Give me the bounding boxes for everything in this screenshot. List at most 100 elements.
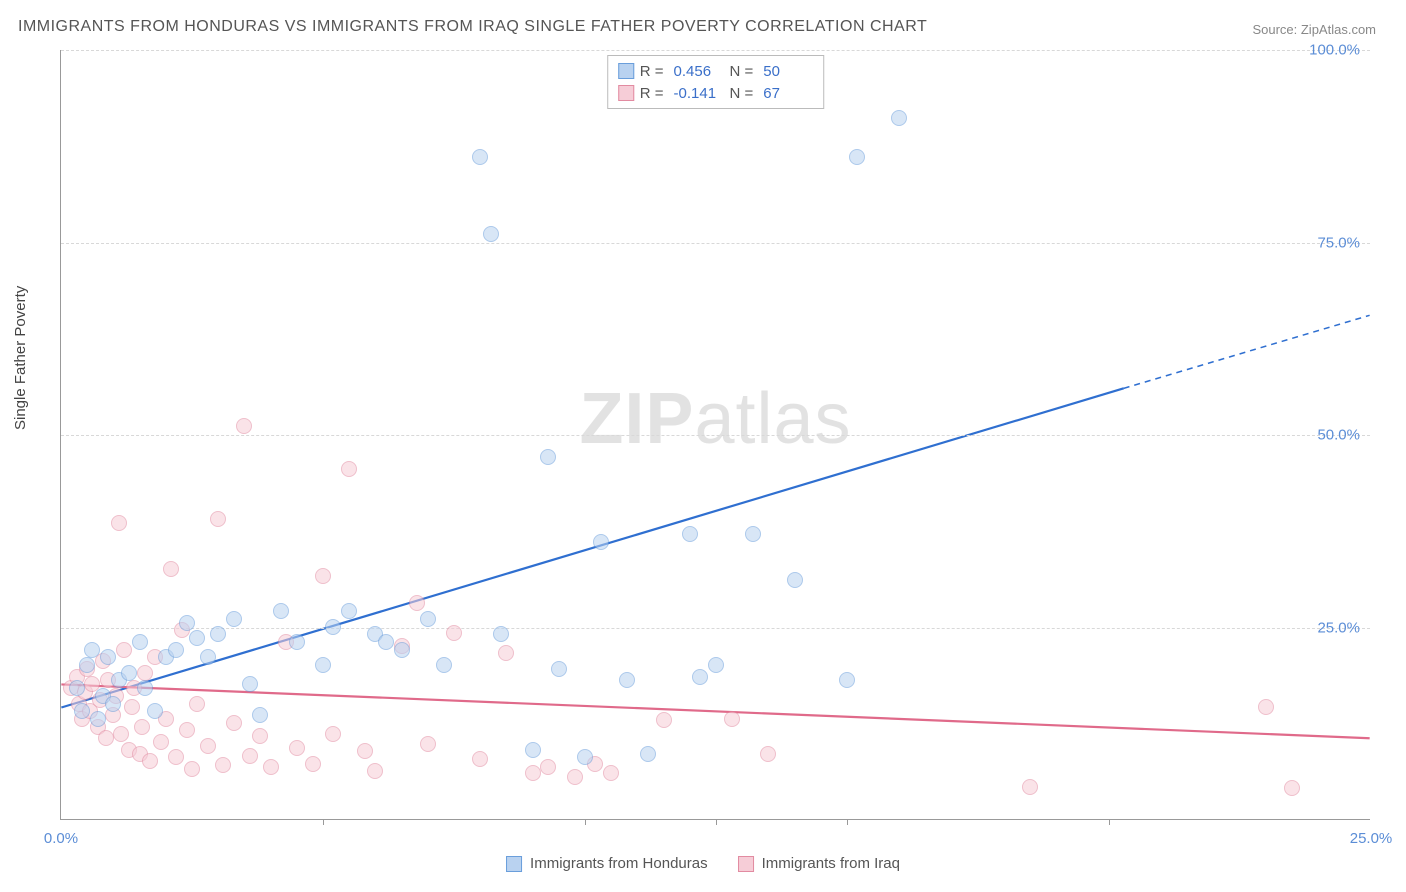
x-tick-mark xyxy=(847,819,848,825)
scatter-point xyxy=(1258,699,1274,715)
scatter-point xyxy=(69,680,85,696)
scatter-point xyxy=(236,418,252,434)
scatter-point xyxy=(640,746,656,762)
x-tick-mark xyxy=(585,819,586,825)
scatter-point xyxy=(305,756,321,772)
scatter-point xyxy=(525,765,541,781)
scatter-point xyxy=(252,707,268,723)
scatter-point xyxy=(168,642,184,658)
scatter-point xyxy=(153,734,169,750)
scatter-point xyxy=(105,696,121,712)
scatter-point xyxy=(341,603,357,619)
legend-swatch xyxy=(738,856,754,872)
scatter-point xyxy=(273,603,289,619)
scatter-point xyxy=(325,619,341,635)
scatter-point xyxy=(1284,780,1300,796)
scatter-point xyxy=(189,630,205,646)
x-tick-label: 0.0% xyxy=(44,830,78,847)
scatter-point xyxy=(567,769,583,785)
scatter-point xyxy=(682,526,698,542)
scatter-point xyxy=(200,738,216,754)
legend-swatch xyxy=(618,63,634,79)
scatter-point xyxy=(394,642,410,658)
scatter-point xyxy=(472,149,488,165)
legend-n-label: N = xyxy=(730,85,754,102)
scatter-point xyxy=(113,726,129,742)
scatter-point xyxy=(252,728,268,744)
legend-series-label: Immigrants from Honduras xyxy=(530,855,708,872)
legend-bottom-item: Immigrants from Honduras xyxy=(506,855,708,872)
scatter-point xyxy=(90,711,106,727)
scatter-point xyxy=(498,645,514,661)
scatter-point xyxy=(378,634,394,650)
scatter-point xyxy=(472,751,488,767)
gridline-h xyxy=(61,435,1370,436)
scatter-point xyxy=(263,759,279,775)
scatter-point xyxy=(147,703,163,719)
scatter-point xyxy=(603,765,619,781)
x-tick-mark xyxy=(716,819,717,825)
y-tick-label: 50.0% xyxy=(1317,427,1360,444)
scatter-point xyxy=(315,657,331,673)
scatter-point xyxy=(787,572,803,588)
legend-n-label: N = xyxy=(730,63,754,80)
scatter-point xyxy=(436,657,452,673)
y-tick-label: 75.0% xyxy=(1317,234,1360,251)
scatter-point xyxy=(593,534,609,550)
scatter-point xyxy=(132,634,148,650)
scatter-point xyxy=(551,661,567,677)
scatter-point xyxy=(493,626,509,642)
scatter-point xyxy=(137,665,153,681)
scatter-point xyxy=(289,740,305,756)
legend-swatch xyxy=(506,856,522,872)
scatter-point xyxy=(289,634,305,650)
scatter-point xyxy=(409,595,425,611)
scatter-point xyxy=(446,625,462,641)
x-tick-mark xyxy=(1109,819,1110,825)
scatter-point xyxy=(98,730,114,746)
scatter-point xyxy=(184,761,200,777)
scatter-point xyxy=(692,669,708,685)
scatter-point xyxy=(134,719,150,735)
scatter-point xyxy=(210,511,226,527)
scatter-point xyxy=(179,722,195,738)
scatter-point xyxy=(163,561,179,577)
legend-r-value: 0.456 xyxy=(674,63,724,80)
scatter-point xyxy=(483,226,499,242)
scatter-point xyxy=(839,672,855,688)
scatter-point xyxy=(215,757,231,773)
legend-r-label: R = xyxy=(640,63,664,80)
scatter-point xyxy=(137,680,153,696)
scatter-point xyxy=(242,748,258,764)
trend-line xyxy=(61,388,1123,707)
scatter-point xyxy=(724,711,740,727)
scatter-point xyxy=(325,726,341,742)
y-tick-label: 100.0% xyxy=(1309,42,1360,59)
scatter-point xyxy=(74,703,90,719)
scatter-point xyxy=(525,742,541,758)
legend-n-value: 50 xyxy=(763,63,813,80)
scatter-point xyxy=(142,753,158,769)
scatter-point xyxy=(745,526,761,542)
x-tick-mark xyxy=(323,819,324,825)
scatter-point xyxy=(420,611,436,627)
chart-title: IMMIGRANTS FROM HONDURAS VS IMMIGRANTS F… xyxy=(18,18,927,36)
scatter-point xyxy=(619,672,635,688)
legend-series-label: Immigrants from Iraq xyxy=(762,855,900,872)
scatter-point xyxy=(121,665,137,681)
gridline-h xyxy=(61,628,1370,629)
correlation-legend: R = 0.456 N = 50R = -0.141 N = 67 xyxy=(607,55,825,109)
scatter-point xyxy=(420,736,436,752)
legend-top-row: R = 0.456 N = 50 xyxy=(618,60,814,82)
gridline-h xyxy=(61,50,1370,51)
legend-r-value: -0.141 xyxy=(674,85,724,102)
scatter-point xyxy=(179,615,195,631)
scatter-point xyxy=(124,699,140,715)
scatter-point xyxy=(708,657,724,673)
legend-n-value: 67 xyxy=(763,85,813,102)
y-axis-label: Single Father Poverty xyxy=(12,286,29,430)
scatter-point xyxy=(168,749,184,765)
scatter-point xyxy=(200,649,216,665)
gridline-h xyxy=(61,243,1370,244)
x-tick-label: 25.0% xyxy=(1350,830,1393,847)
